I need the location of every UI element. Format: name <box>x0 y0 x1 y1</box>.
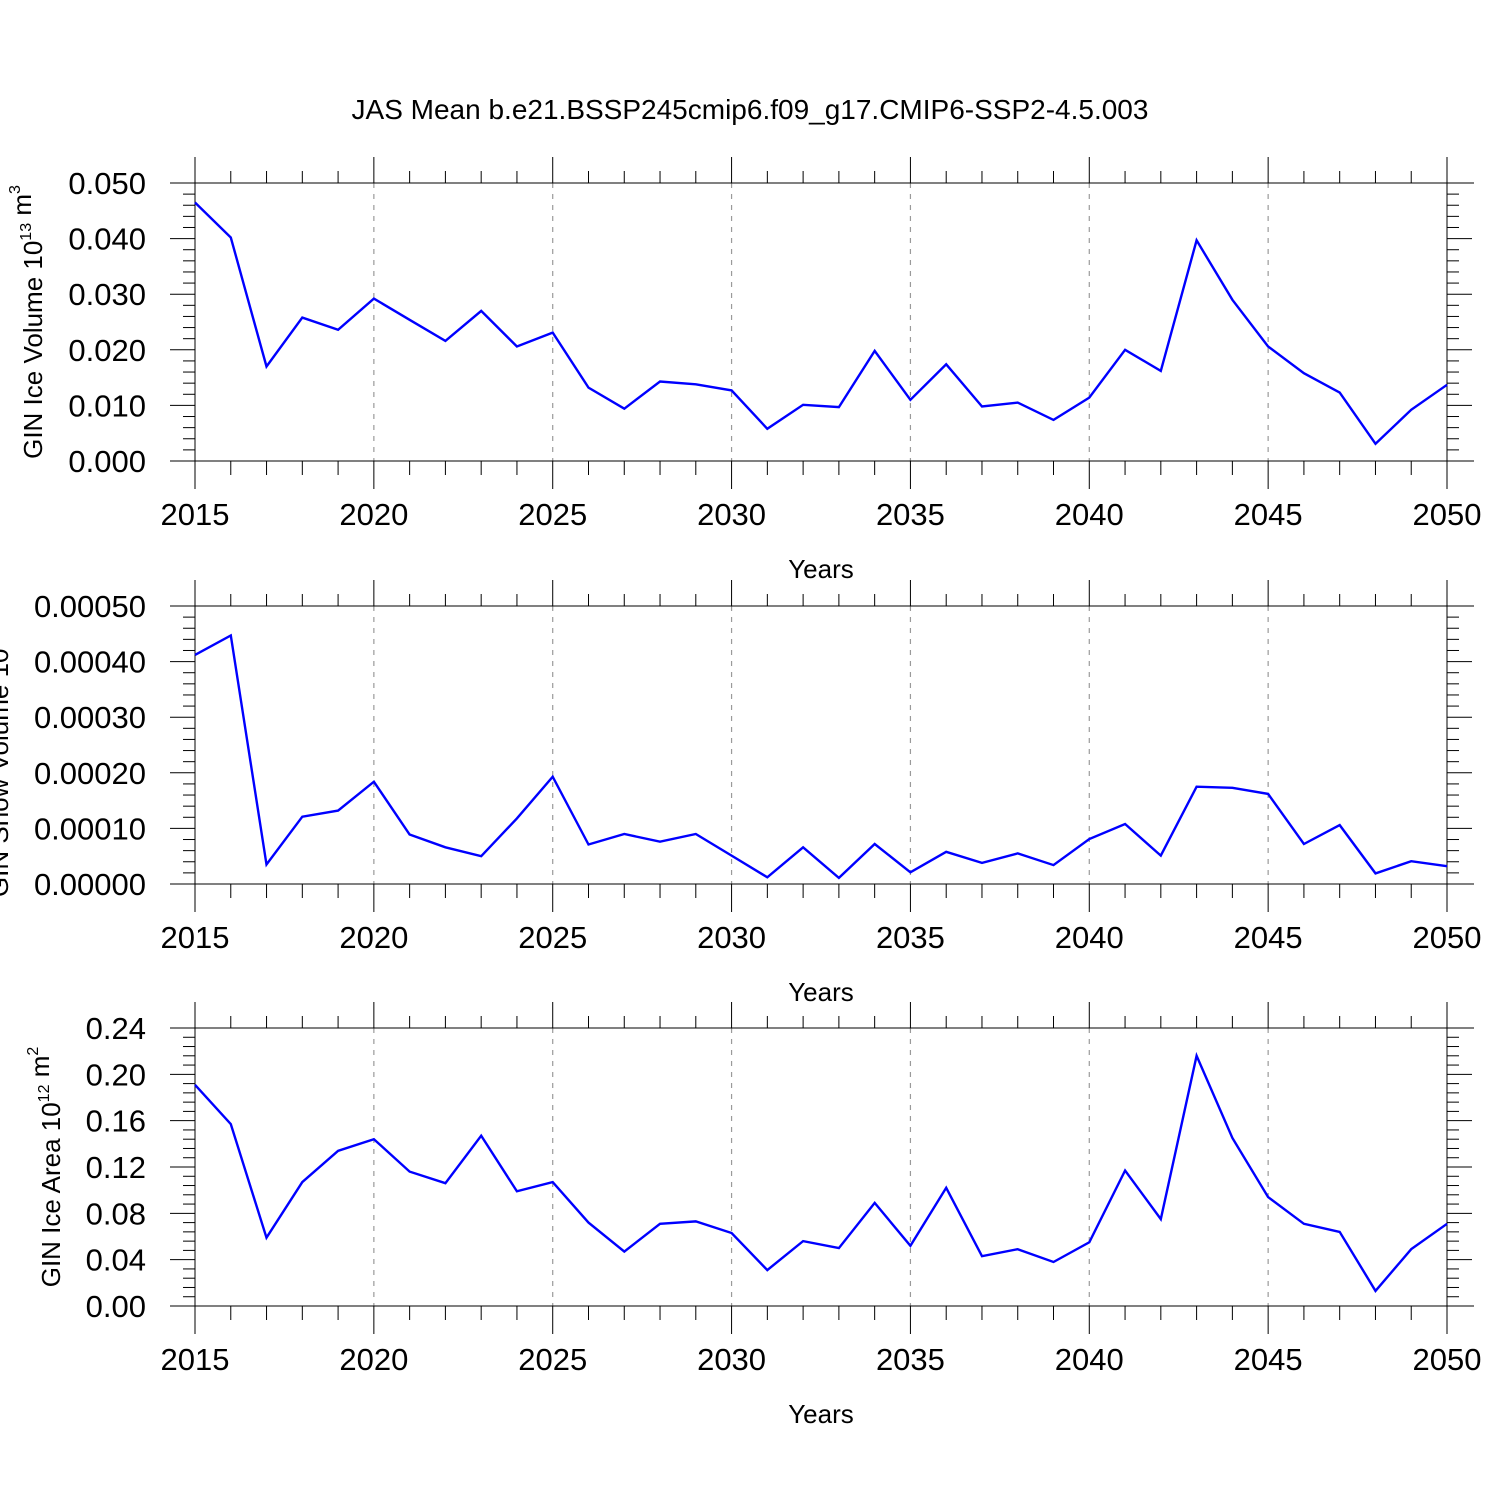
y-axis-label-superscript: 13 <box>18 223 35 241</box>
series-line <box>194 201 1448 446</box>
x-tick-label: 2030 <box>697 1342 766 1377</box>
x-axis-label: Years <box>788 1399 854 1429</box>
y-axis-label: GIN Snow Volume 1013 m3 <box>0 593 14 897</box>
y-axis-label-part: GIN Ice Area 10 <box>36 1102 66 1287</box>
x-tick-label: 2015 <box>161 920 230 955</box>
y-tick-label: 0.000 <box>68 444 146 479</box>
y-tick-label: 0.010 <box>68 388 146 423</box>
figure-title: JAS Mean b.e21.BSSP245cmip6.f09_g17.CMIP… <box>352 94 1149 125</box>
x-tick-label: 2035 <box>876 920 945 955</box>
y-tick-label: 0.050 <box>68 166 146 201</box>
x-tick-label: 2045 <box>1234 497 1303 532</box>
x-tick-label: 2040 <box>1055 920 1124 955</box>
y-tick-label: 0.04 <box>86 1243 146 1278</box>
panel-ice-volume: 2015 2020 2025 2030 2035 2040 2045 2050 0.000 0.0… <box>7 157 1481 584</box>
y-tick-label: 0.00000 <box>34 867 146 902</box>
y-tick-label: 0.00020 <box>34 756 146 791</box>
series-line <box>194 633 1448 880</box>
x-tick-label: 2045 <box>1234 920 1303 955</box>
x-tick-label: 2035 <box>876 1342 945 1377</box>
y-axis-label-superscript: 12 <box>36 1084 53 1102</box>
x-tick-label: 2015 <box>161 1342 230 1377</box>
y-axis-label-superscript: 3 <box>7 185 24 194</box>
y-tick-label: 0.030 <box>68 277 146 312</box>
x-tick-label: 2040 <box>1055 497 1124 532</box>
x-axis-label: Years <box>788 977 854 1007</box>
y-tick-label: 0.020 <box>68 333 146 368</box>
x-tick-label: 2025 <box>518 497 587 532</box>
y-tick-label: 0.00040 <box>34 645 146 680</box>
x-tick-label: 2020 <box>339 497 408 532</box>
x-tick-label: 2050 <box>1413 920 1482 955</box>
y-tick-label: 0.00010 <box>34 811 146 846</box>
y-tick-label: 0.040 <box>68 222 146 257</box>
y-tick-label: 0.16 <box>86 1104 146 1139</box>
y-tick-label: 0.08 <box>86 1196 146 1231</box>
x-tick-label: 2030 <box>697 497 766 532</box>
x-tick-label: 2025 <box>518 1342 587 1377</box>
y-axis-label-part: m <box>7 194 37 223</box>
y-axis-label: GIN Ice Area 1012 m2 <box>25 1047 66 1288</box>
x-tick-label: 2050 <box>1413 1342 1482 1377</box>
x-tick-label: 2020 <box>339 920 408 955</box>
panel-snow-volume: 2015 2020 2025 2030 2035 2040 2045 2050 0.00000 0… <box>0 580 1481 1007</box>
y-tick-label: 0.12 <box>86 1150 146 1185</box>
y-axis-label-part: GIN Ice Volume 10 <box>18 241 48 459</box>
x-tick-label: 2015 <box>161 497 230 532</box>
x-axis-label: Years <box>788 554 854 584</box>
y-axis-label-part: m <box>25 1056 55 1085</box>
x-tick-label: 2045 <box>1234 1342 1303 1377</box>
y-tick-label: 0.00 <box>86 1289 146 1324</box>
y-axis-label: GIN Ice Volume 1013 m3 <box>7 185 48 459</box>
x-tick-label: 2040 <box>1055 1342 1124 1377</box>
y-axis-label-part: GIN Snow Volume 10 <box>0 649 14 898</box>
x-tick-label: 2035 <box>876 497 945 532</box>
x-tick-label: 2020 <box>339 1342 408 1377</box>
panel-ice-area: 2015 2020 2025 2030 2035 2040 2045 2050 0.00 0.04… <box>25 1002 1481 1429</box>
x-tick-label: 2025 <box>518 920 587 955</box>
y-axis-label-superscript: 2 <box>25 1047 42 1056</box>
y-tick-label: 0.00050 <box>34 589 146 624</box>
x-tick-label: 2030 <box>697 920 766 955</box>
y-tick-label: 0.20 <box>86 1057 146 1092</box>
x-tick-label: 2050 <box>1413 497 1482 532</box>
series-line <box>194 1051 1448 1293</box>
y-axis-label-part: m <box>0 602 3 631</box>
y-tick-label: 0.00030 <box>34 700 146 735</box>
y-axis-label-superscript: 13 <box>0 631 1 649</box>
y-tick-label: 0.24 <box>86 1011 146 1046</box>
